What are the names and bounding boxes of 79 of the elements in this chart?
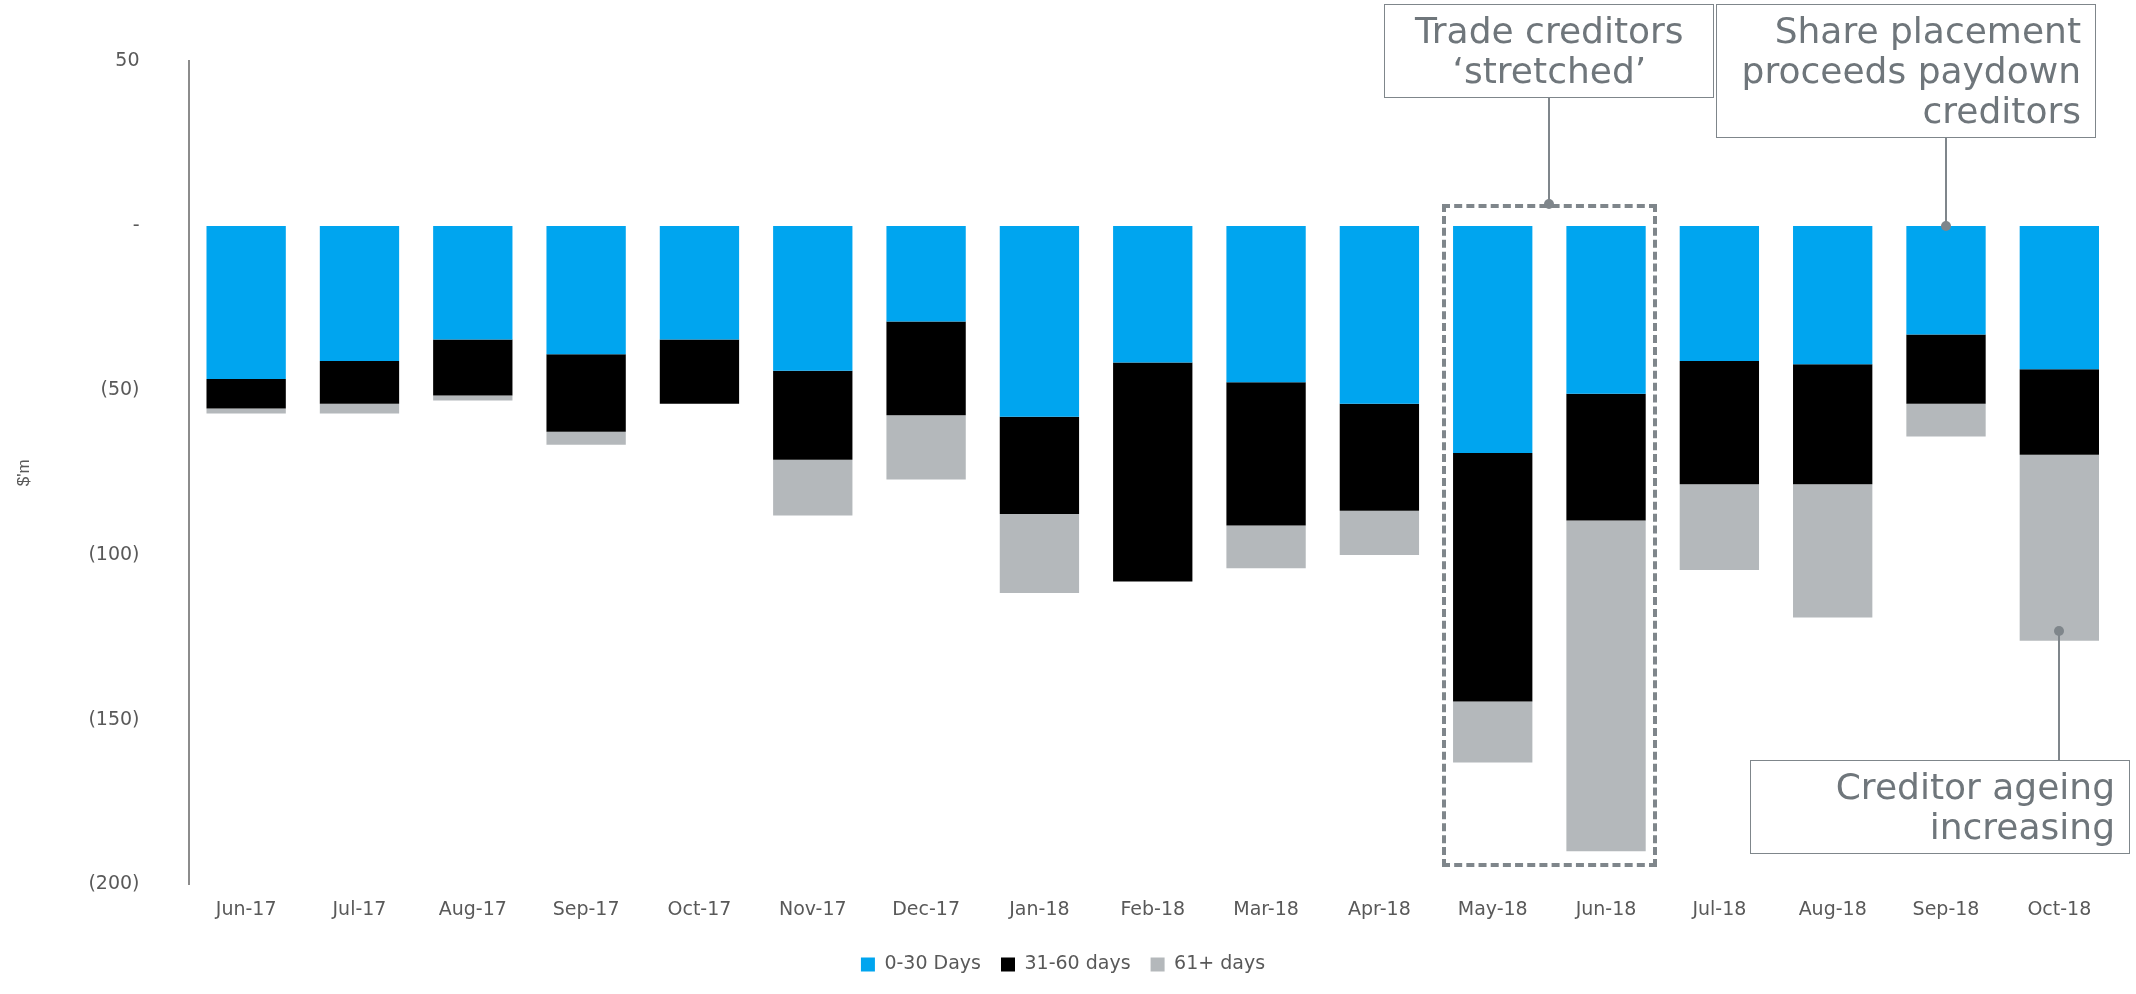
x-tick-label: Dec-17 (892, 896, 960, 919)
x-tick-label: Feb-18 (1120, 896, 1186, 919)
x-tick-label: Jun-17 (214, 896, 277, 919)
y-tick-label: (100) (88, 542, 140, 565)
bar (206, 379, 286, 409)
bar (1793, 225, 1873, 365)
bar (206, 408, 286, 414)
x-tick-label: Sep-17 (552, 896, 620, 919)
bar (1793, 484, 1873, 618)
y-tick-label: - (132, 212, 140, 235)
bar (999, 416, 1080, 514)
bar (319, 225, 400, 361)
bar (1339, 403, 1420, 511)
annotation: Share placement proceeds paydown creditors (1716, 4, 2096, 138)
bar (659, 339, 740, 404)
x-tick-label: Oct-17 (667, 896, 732, 919)
x-tick-label: Nov-17 (778, 896, 847, 919)
bar (659, 225, 740, 340)
bar (886, 321, 966, 416)
x-tick-label: Jul-17 (331, 896, 387, 919)
bar (1226, 382, 1306, 526)
bar (1566, 225, 1646, 394)
bar (773, 370, 853, 460)
bar (319, 403, 400, 414)
y-tick-label: (200) (88, 871, 140, 894)
x-tick-label: Aug-17 (438, 896, 507, 919)
x-tick-label: Jan-18 (1008, 896, 1070, 919)
legend-label: 0-30 Days (884, 951, 981, 974)
bar (1679, 484, 1760, 570)
x-tick-label: Jun-18 (1574, 896, 1637, 919)
bar (1566, 393, 1646, 521)
legend-label: 31-60 days (1024, 951, 1131, 974)
bar (319, 360, 400, 404)
bar (546, 431, 626, 445)
bar (1226, 225, 1306, 383)
bar (886, 415, 966, 480)
bar (999, 225, 1080, 417)
bar (773, 459, 853, 516)
x-tick-label: May-18 (1457, 896, 1528, 919)
bar (546, 225, 626, 355)
annotation: Trade creditors ‘stretched’ (1384, 4, 1715, 98)
bar (1339, 225, 1420, 404)
x-tick-label: Mar-18 (1233, 896, 1299, 919)
y-tick-label: 50 (115, 48, 140, 71)
bar (999, 513, 1080, 593)
bar (1226, 525, 1306, 569)
bar (1793, 364, 1873, 485)
bar (2019, 454, 2099, 641)
annotation: Creditor ageing increasing (1750, 760, 2130, 855)
bar (1906, 334, 1986, 404)
bar (1906, 403, 1986, 437)
bar (1113, 225, 1193, 363)
bar (1453, 225, 1533, 454)
y-tick-label: (150) (88, 706, 140, 729)
bar (433, 225, 513, 340)
bar (1453, 701, 1533, 763)
legend-label: 61+ days (1174, 951, 1266, 974)
x-tick-label: Jul-18 (1691, 896, 1747, 919)
bar (1113, 362, 1193, 582)
bar (1906, 225, 1986, 335)
bar (773, 225, 853, 371)
x-tick-label: Apr-18 (1348, 896, 1411, 919)
bar (206, 225, 286, 379)
bar (1453, 453, 1533, 702)
bar (2019, 225, 2099, 370)
bar (1679, 225, 1760, 361)
y-tick-label: (50) (100, 377, 140, 400)
x-tick-label: Aug-18 (1798, 896, 1867, 919)
bar (546, 354, 626, 432)
bar (433, 395, 513, 401)
bar (2019, 369, 2099, 455)
bar (886, 225, 966, 322)
x-tick-label: Sep-18 (1912, 896, 1980, 919)
x-tick-label: Oct-18 (2027, 896, 2092, 919)
bar (1339, 510, 1420, 556)
bar (1679, 360, 1760, 485)
y-axis-title: $'m (13, 459, 33, 487)
bar (1566, 520, 1646, 852)
bar (433, 339, 513, 396)
